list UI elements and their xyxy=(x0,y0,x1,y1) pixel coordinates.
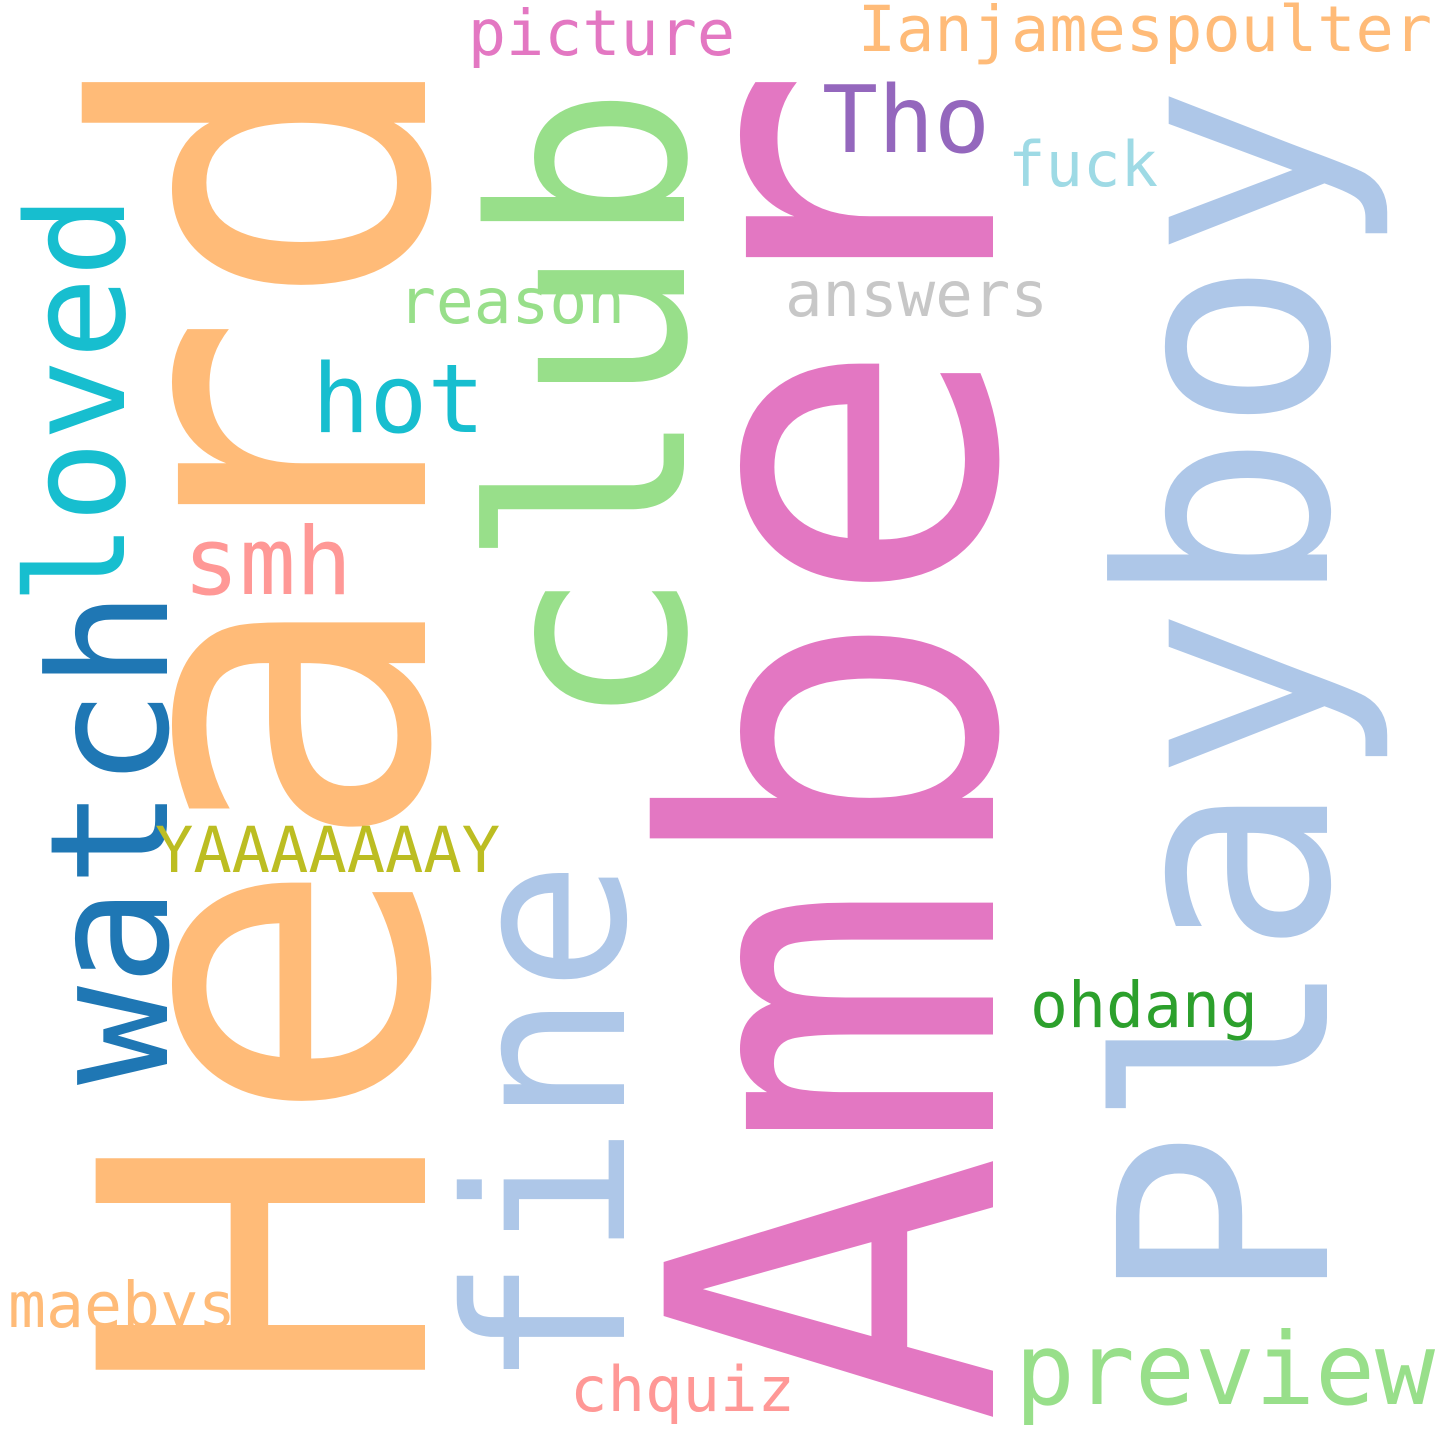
word-fuck: fuck xyxy=(1008,127,1159,201)
word-tho: Tho xyxy=(822,65,990,174)
word-ohdang: ohdang xyxy=(1030,967,1258,1042)
word-club: club xyxy=(435,85,748,730)
word-chquiz: chquiz xyxy=(570,1353,796,1427)
word-hot: hot xyxy=(312,343,486,456)
word-smh: smh xyxy=(183,507,353,617)
word-reason: reason xyxy=(398,265,625,339)
word-answers: answers xyxy=(785,257,1048,331)
word-picture: picture xyxy=(467,0,736,71)
word-yaaay: YAAAAAAAY xyxy=(155,813,501,888)
word-fine: fine xyxy=(419,859,676,1390)
word-maebys: maebys xyxy=(8,1267,236,1342)
word-loved: loved xyxy=(0,195,158,605)
word-preview: preview xyxy=(1014,1311,1436,1429)
word-playboy: Playboy xyxy=(1058,84,1396,1305)
word-ianjamespoulter: Ianjamespoulter xyxy=(857,0,1433,67)
